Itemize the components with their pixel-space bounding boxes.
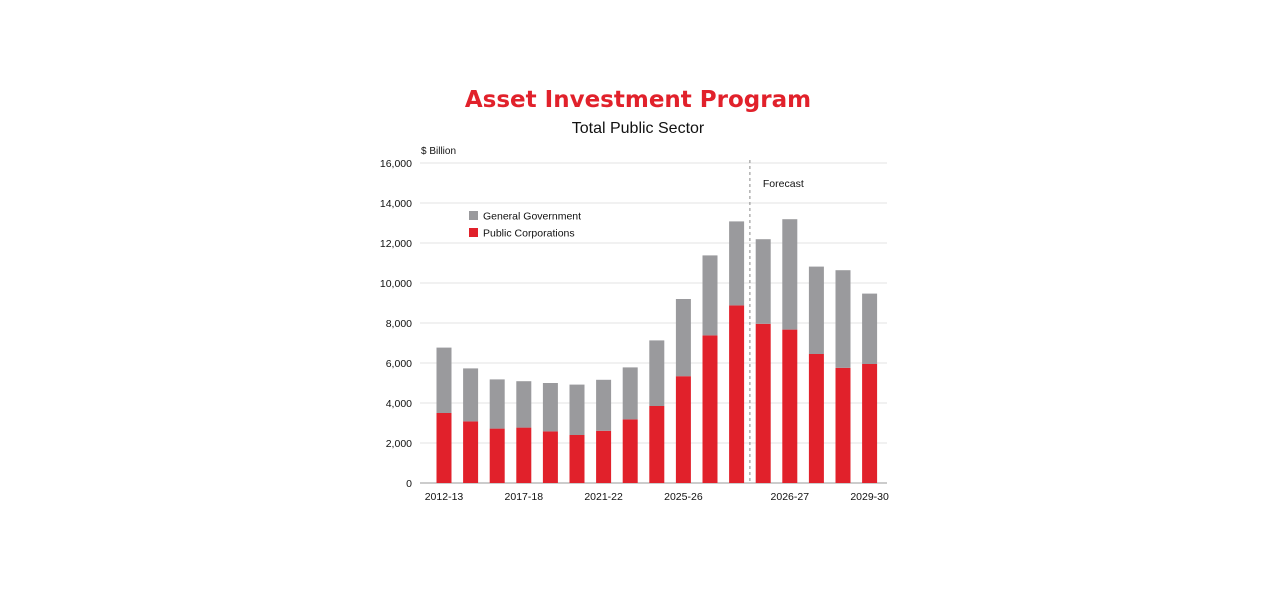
bar-public-corporations	[782, 329, 798, 483]
chart-title: Asset Investment Program	[465, 87, 811, 113]
x-tick-label: 2029-30	[850, 491, 889, 503]
bar-general-government	[649, 340, 665, 406]
x-axis-ticks: 2012-13 2017-18 2021-22 2025-26 2026-27 2029-…	[425, 491, 889, 503]
legend-swatch-public-corporations	[469, 228, 478, 237]
bar-general-government	[808, 266, 824, 354]
x-tick-label: 2021-22	[584, 491, 623, 503]
bar-public-corporations	[862, 364, 878, 483]
bar-public-corporations	[675, 376, 691, 483]
bar-general-government	[702, 255, 718, 336]
y-tick-label: 12,000	[380, 238, 412, 250]
bar-general-government	[542, 383, 558, 432]
bar-general-government	[463, 368, 479, 422]
bar-public-corporations	[755, 323, 771, 483]
bar-public-corporations	[436, 413, 452, 483]
bar-public-corporations	[542, 431, 558, 483]
legend: General Government Public Corporations	[469, 211, 581, 240]
bar-public-corporations	[622, 419, 638, 483]
legend-swatch-general-government	[469, 211, 478, 220]
y-tick-label: 2,000	[386, 438, 412, 450]
y-tick-label: 10,000	[380, 278, 412, 290]
bar-general-government	[489, 379, 505, 429]
bar-public-corporations	[596, 430, 612, 483]
bar-series	[436, 219, 878, 483]
bar-public-corporations	[516, 427, 532, 483]
y-tick-label: 4,000	[386, 398, 412, 410]
bar-general-government	[835, 270, 851, 368]
bar-general-government	[729, 221, 745, 306]
bar-public-corporations	[729, 305, 745, 483]
y-tick-label: 0	[406, 478, 412, 490]
bar-public-corporations	[569, 435, 585, 483]
bar-general-government	[596, 379, 612, 431]
bar-general-government	[755, 239, 771, 324]
bar-general-government	[782, 219, 798, 330]
y-tick-label: 8,000	[386, 318, 412, 330]
bar-public-corporations	[808, 354, 824, 483]
bar-general-government	[675, 299, 691, 377]
bar-general-government	[569, 384, 585, 435]
bar-public-corporations	[702, 335, 718, 483]
x-tick-label: 2025-26	[664, 491, 703, 503]
bar-public-corporations	[835, 367, 851, 483]
chart-subtitle: Total Public Sector	[572, 120, 705, 137]
bar-public-corporations	[649, 406, 665, 483]
bar-general-government	[436, 347, 452, 413]
y-tick-label: 14,000	[380, 198, 412, 210]
y-tick-label: 16,000	[380, 158, 412, 170]
bar-general-government	[516, 381, 532, 428]
x-tick-label: 2026-27	[771, 491, 810, 503]
bar-general-government	[622, 367, 638, 420]
y-axis-label: $ Billion	[421, 146, 456, 157]
bar-public-corporations	[463, 421, 479, 483]
bar-general-government	[862, 293, 878, 364]
x-tick-label: 2017-18	[505, 491, 544, 503]
bar-public-corporations	[489, 428, 505, 483]
legend-label-general-government: General Government	[483, 211, 581, 223]
y-axis-ticks: 0 2,000 4,000 6,000 8,000 10,000 12,000 14,000 1…	[380, 158, 412, 490]
forecast-label: Forecast	[763, 178, 804, 190]
legend-label-public-corporations: Public Corporations	[483, 228, 575, 240]
y-tick-label: 6,000	[386, 358, 412, 370]
x-tick-label: 2012-13	[425, 491, 464, 503]
forecast-marker: Forecast	[749, 160, 804, 483]
